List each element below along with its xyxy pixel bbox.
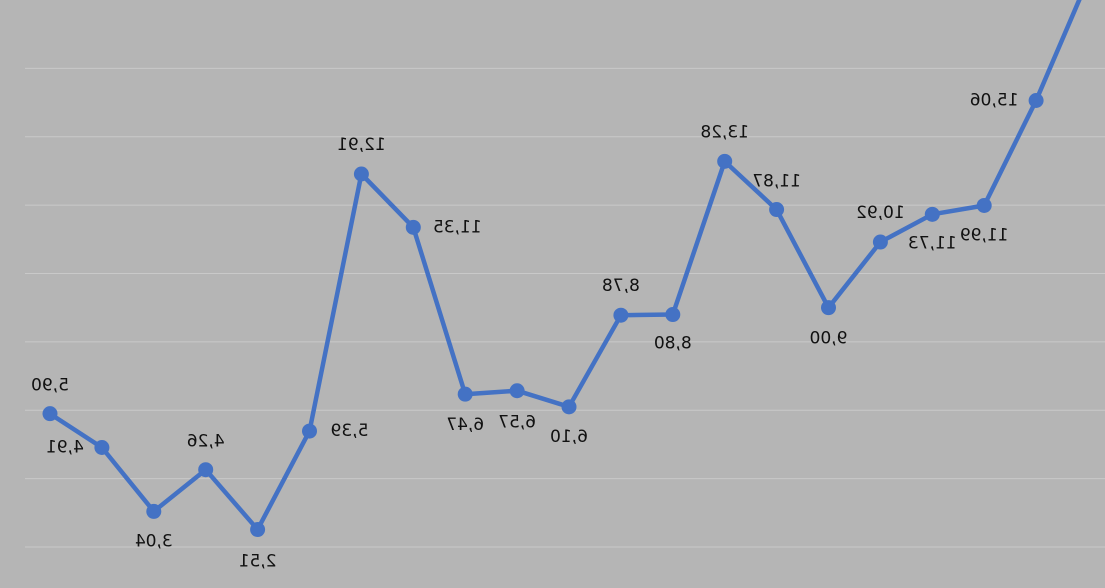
data-label: 9,00 xyxy=(810,329,848,349)
data-label: 4,91 xyxy=(46,437,84,457)
data-label: 11,73 xyxy=(908,233,957,253)
data-point xyxy=(561,399,577,415)
data-label: 6,47 xyxy=(446,415,484,435)
data-label: 6,57 xyxy=(498,413,536,433)
data-label: 4,26 xyxy=(187,432,225,452)
data-label: 11,87 xyxy=(752,172,801,192)
data-label: 15,06 xyxy=(970,91,1019,111)
data-point xyxy=(665,307,681,323)
data-point xyxy=(1028,93,1044,109)
data-point xyxy=(924,206,940,222)
data-point xyxy=(613,307,629,323)
data-point xyxy=(302,423,317,439)
data-label: 5,90 xyxy=(31,376,69,396)
data-point xyxy=(457,386,473,402)
data-label: 11,35 xyxy=(433,217,482,237)
data-point xyxy=(250,522,266,538)
data-label: 6,10 xyxy=(550,427,588,447)
data-point xyxy=(769,202,785,218)
data-point xyxy=(146,503,162,519)
data-point xyxy=(509,383,525,399)
data-label: 8,78 xyxy=(602,276,640,296)
data-label: 3,04 xyxy=(135,531,173,551)
data-label: 11,99 xyxy=(960,225,1009,245)
data-point xyxy=(976,197,992,213)
data-point xyxy=(198,462,214,478)
data-point xyxy=(717,153,733,169)
data-point xyxy=(42,406,58,422)
data-point xyxy=(405,219,421,235)
data-label: 2,51 xyxy=(239,552,277,572)
data-point xyxy=(821,300,836,316)
data-label: 12,91 xyxy=(337,135,386,155)
data-point xyxy=(872,234,888,250)
data-point xyxy=(353,166,369,182)
data-label: 10,92 xyxy=(856,203,905,223)
data-label: 13,28 xyxy=(700,122,749,142)
data-label: 8,80 xyxy=(654,334,692,354)
data-label: 5,39 xyxy=(331,421,369,441)
data-point xyxy=(94,439,110,455)
